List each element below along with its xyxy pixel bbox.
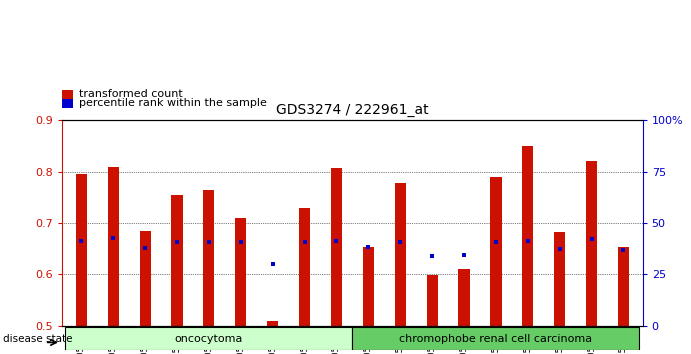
Bar — [426, 275, 437, 326]
Bar — [363, 247, 374, 326]
Bar — [331, 167, 342, 326]
Bar — [108, 167, 119, 326]
Bar — [522, 146, 533, 326]
Text: transformed count: transformed count — [79, 89, 183, 99]
Bar — [235, 218, 247, 326]
Text: percentile rank within the sample: percentile rank within the sample — [79, 98, 267, 108]
Text: disease state: disease state — [3, 334, 73, 344]
FancyBboxPatch shape — [66, 327, 352, 350]
Title: GDS3274 / 222961_at: GDS3274 / 222961_at — [276, 103, 428, 116]
Bar — [395, 183, 406, 326]
Bar — [171, 195, 182, 326]
Text: oncocytoma: oncocytoma — [175, 334, 243, 344]
Bar — [554, 232, 565, 326]
Bar — [586, 161, 597, 326]
Bar — [140, 231, 151, 326]
Bar — [267, 321, 278, 326]
Bar — [618, 247, 629, 326]
FancyBboxPatch shape — [352, 327, 639, 350]
Text: chromophobe renal cell carcinoma: chromophobe renal cell carcinoma — [399, 334, 592, 344]
Bar — [76, 174, 87, 326]
Bar — [299, 208, 310, 326]
Bar — [203, 190, 214, 326]
Bar — [458, 269, 470, 326]
Bar — [491, 177, 502, 326]
